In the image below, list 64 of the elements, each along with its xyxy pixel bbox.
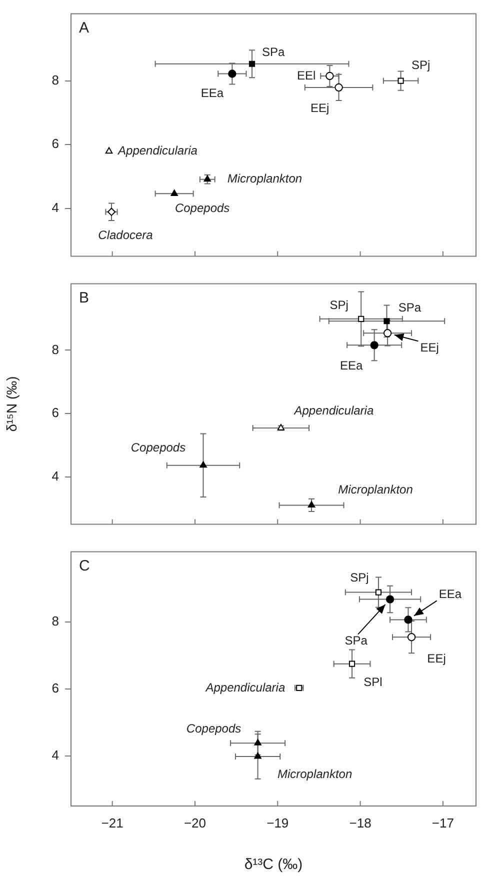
point xyxy=(200,461,207,468)
text: SPa xyxy=(344,634,368,648)
y-tick-label: 8 xyxy=(52,614,59,629)
x-tick-label: −20 xyxy=(184,815,206,830)
chart-title: C xyxy=(79,557,90,574)
series-label: EEj xyxy=(427,651,446,666)
series-label: Microplankton xyxy=(227,172,302,186)
y-tick-label: 4 xyxy=(52,747,59,762)
series-label: EEl xyxy=(297,68,316,82)
chart-title: B xyxy=(79,289,90,306)
text: EEa xyxy=(438,587,462,602)
x-tick-label: −19 xyxy=(266,815,289,830)
series-label: Appendicularia xyxy=(293,403,374,418)
y-tick-label: 4 xyxy=(52,468,59,484)
series-label: SPa xyxy=(398,300,422,314)
point xyxy=(326,72,334,80)
y-tick-label: 6 xyxy=(52,405,59,420)
series-label: SPj xyxy=(411,58,430,72)
series-label: Microplankton xyxy=(277,766,352,781)
y-axis-title: δ¹⁵N (‰) xyxy=(3,376,20,432)
x-axis-title: δ¹³C (‰) xyxy=(244,856,303,874)
point xyxy=(383,329,392,338)
x-tick-label: −17 xyxy=(432,815,454,830)
series-label: SPj xyxy=(330,298,348,312)
text: Microplankton xyxy=(338,482,414,497)
text: EEj xyxy=(420,340,439,354)
series-label: Cladocera xyxy=(98,228,154,242)
series-label: EEa xyxy=(200,86,224,100)
point xyxy=(348,660,356,667)
y-tick-label: 8 xyxy=(52,72,59,88)
point xyxy=(248,60,256,67)
series-label: Copepods xyxy=(130,440,186,455)
y-tick-label: 6 xyxy=(52,680,59,696)
point xyxy=(370,341,378,350)
series-label: Copepods xyxy=(174,201,230,216)
point xyxy=(308,501,316,508)
point xyxy=(375,589,382,596)
point xyxy=(204,175,211,182)
point xyxy=(386,595,394,604)
point xyxy=(228,70,236,78)
x-tick-label: −18 xyxy=(349,815,372,830)
series-label: Copepods xyxy=(186,721,242,736)
y-tick-label: 8 xyxy=(52,342,59,357)
point xyxy=(170,190,178,196)
point xyxy=(404,616,412,624)
series-label: EEj xyxy=(310,100,330,115)
point xyxy=(398,78,404,84)
point xyxy=(254,752,262,759)
y-tick-label: 4 xyxy=(52,200,59,215)
point xyxy=(358,316,364,322)
point xyxy=(105,147,113,154)
point xyxy=(334,83,343,92)
point xyxy=(254,739,262,746)
series-label: SPa xyxy=(262,45,286,60)
series-label: Appendicularia xyxy=(117,144,198,158)
y-tick-label: 6 xyxy=(52,136,59,152)
series-label: Appendicularia xyxy=(204,680,286,694)
series-label: SPj xyxy=(350,570,369,585)
series-label: SPl xyxy=(364,675,382,690)
point xyxy=(407,632,416,642)
series-label: EEa xyxy=(340,358,363,372)
x-tick-label: −21 xyxy=(101,815,124,830)
chart-title: A xyxy=(79,19,90,36)
point xyxy=(384,318,390,324)
